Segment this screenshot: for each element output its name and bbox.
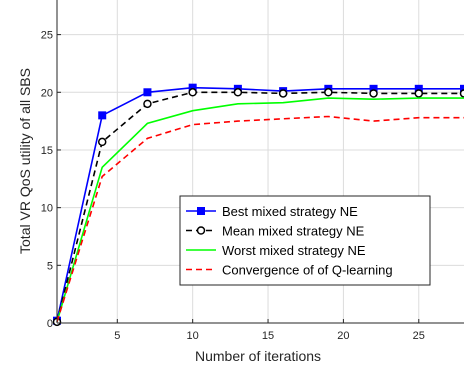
data-point (143, 99, 152, 109)
data-point (197, 207, 205, 215)
x-tick-label: 25 (413, 330, 425, 342)
y-tick-label: 10 (41, 203, 53, 215)
data-point (369, 89, 378, 98)
x-tick-label: 15 (262, 330, 274, 342)
data-point (278, 89, 288, 98)
tick-labels: 5 10 15 20 25 0 5 10 15 20 25 (41, 30, 425, 342)
y-tick-label: 20 (41, 87, 53, 99)
legend-entry: Best mixed strategy NE (186, 204, 358, 219)
series-4 (56, 115, 464, 323)
x-tick-label: 10 (187, 330, 199, 342)
series-line (56, 91, 464, 322)
data-point (98, 111, 107, 120)
x-tick-label: 5 (114, 330, 120, 342)
series-line (56, 115, 464, 323)
data-point (97, 137, 107, 147)
y-axis-title: Total VR QoS utility of all SBS (17, 68, 33, 254)
y-tick-label: 15 (41, 145, 53, 157)
data-point (459, 89, 464, 98)
legend-entry: Mean mixed strategy NE (186, 224, 365, 239)
legend-label: Mean mixed strategy NE (222, 224, 365, 239)
x-axis-title: Number of iterations (195, 348, 321, 364)
data-point (143, 88, 152, 97)
series-line (56, 97, 464, 323)
data-point (233, 88, 243, 97)
series-line (56, 86, 464, 321)
data-point (196, 226, 206, 235)
data-point (324, 88, 333, 97)
y-tick-label: 5 (47, 260, 53, 272)
legend-entry: Convergence of of Q-learning (186, 263, 393, 278)
data-point (460, 84, 464, 93)
legend-box (179, 195, 431, 286)
legend-label: Convergence of of Q-learning (222, 263, 393, 278)
legend: Best mixed strategy NE Mean mixed strateg… (179, 195, 431, 286)
data-point (414, 89, 424, 98)
series-2 (52, 88, 464, 327)
series-group (52, 83, 464, 327)
x-tick-label: 20 (337, 330, 349, 342)
y-tick-label: 25 (41, 30, 53, 42)
legend-label: Worst mixed strategy NE (222, 243, 366, 258)
legend-entry: Worst mixed strategy NE (186, 243, 366, 258)
data-point (188, 88, 197, 97)
y-tick-label: 0 (47, 318, 53, 330)
legend-label: Best mixed strategy NE (222, 204, 358, 219)
series-3 (56, 97, 464, 323)
axes (56, 0, 464, 324)
